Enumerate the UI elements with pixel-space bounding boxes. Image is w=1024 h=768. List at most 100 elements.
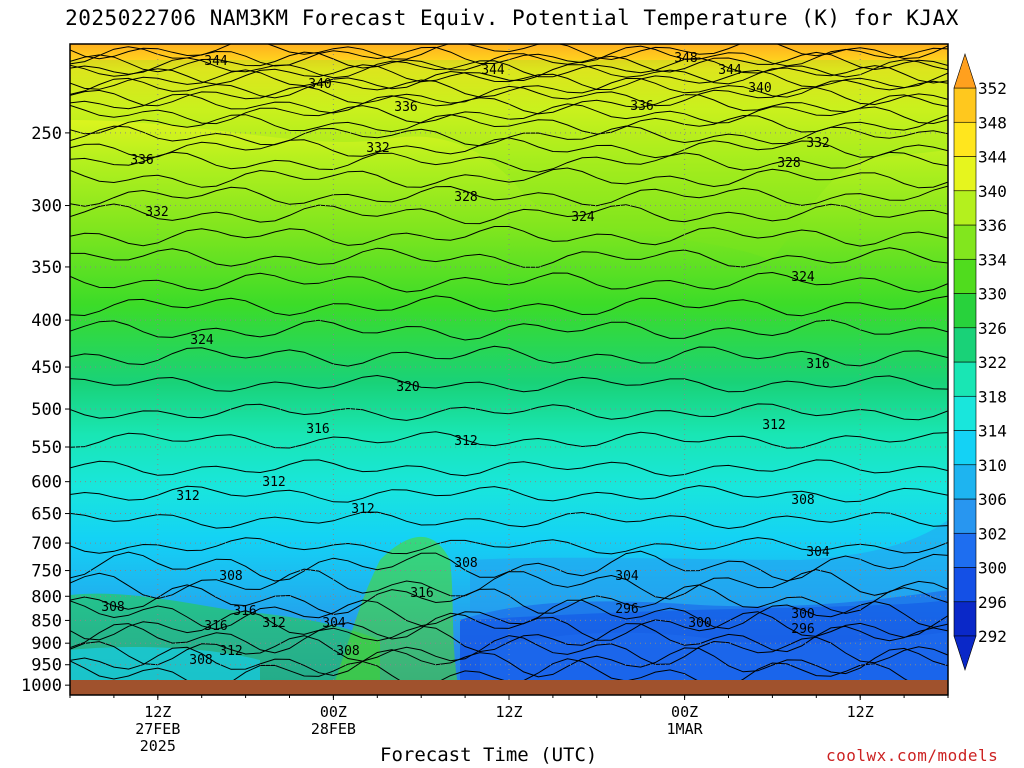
contour-label: 300: [791, 607, 814, 622]
contour-line: [70, 85, 948, 107]
contour-label: 312: [262, 616, 285, 631]
colorbar-label: 296: [978, 593, 1007, 612]
y-tick-label: 650: [31, 505, 62, 525]
colorbar-swatch: [953, 567, 977, 603]
contour-label: 344: [718, 63, 742, 78]
colorbar-label: 310: [978, 456, 1007, 475]
contour-line: [70, 77, 948, 99]
x-tick-label: 28FEB: [311, 720, 356, 738]
contour-label: 308: [336, 644, 359, 659]
contour-label: 312: [762, 418, 785, 433]
contour-line: [70, 203, 948, 225]
contour-line: [70, 584, 948, 616]
plot-area: 344 340 336 336 332 332 328 324 324 344 348 344 340 3…: [70, 44, 948, 695]
contour-label: 316: [806, 357, 829, 372]
y-tick-label: 600: [31, 473, 62, 493]
colorbar-label: 344: [978, 148, 1007, 167]
colorbar-label: 314: [978, 422, 1007, 441]
contour-line: [70, 635, 948, 666]
grid-lines: [70, 44, 948, 695]
colorbar-swatch: [953, 601, 977, 637]
contour-line: [70, 167, 948, 189]
contour-label: 328: [777, 156, 800, 171]
contour-label: 312: [176, 489, 199, 504]
colorbar-swatch: [953, 498, 977, 534]
contour-line: [70, 51, 948, 73]
contour-line: [70, 125, 948, 147]
contour-label: 312: [262, 475, 285, 490]
contour-line: [70, 345, 948, 367]
contour-label: 296: [791, 622, 814, 637]
contour-line: [70, 44, 948, 61]
colorbar-label: 352: [978, 79, 1007, 98]
colorbar-label: 326: [978, 319, 1007, 338]
contour-label: 332: [366, 141, 389, 156]
contour-line: [70, 247, 948, 268]
y-tick-label: 900: [31, 634, 62, 654]
credit-text: coolwx.com/models: [826, 746, 999, 765]
colorbar-swatch: [953, 156, 977, 192]
colorbar-swatch: [953, 327, 977, 363]
y-tick-label: 500: [31, 400, 62, 420]
y-tick-label: 1000: [21, 676, 62, 696]
contour-line: [70, 114, 948, 135]
contour-line: [70, 610, 948, 641]
contour-label: 304: [615, 569, 639, 584]
x-tick-label: 27FEB: [135, 720, 180, 738]
x-tick-label: 00Z: [671, 703, 698, 721]
colorbar-label: 302: [978, 524, 1007, 543]
contour-label: 308: [101, 600, 124, 615]
contour-line: [70, 511, 948, 530]
colorbar-label: 330: [978, 285, 1007, 304]
contour-line: [70, 57, 948, 79]
contour-label: 340: [748, 81, 771, 96]
x-axis-title: Forecast Time (UTC): [380, 744, 598, 766]
colorbar-label: 322: [978, 353, 1007, 372]
contour-label: 308: [189, 653, 212, 668]
y-tick-label: 550: [31, 438, 62, 458]
contour-lines: [70, 44, 948, 690]
x-tick-label: 2025: [140, 737, 176, 755]
y-tick-label: 250: [31, 124, 62, 144]
x-tick-label: 12Z: [144, 703, 171, 721]
colorbar-swatch: [953, 395, 977, 431]
contour-label: 336: [130, 153, 153, 168]
y-tick-label: 800: [31, 587, 62, 607]
contour-label: 332: [145, 205, 168, 220]
colorbar-label: 300: [978, 559, 1007, 578]
contour-line: [70, 599, 948, 630]
contour-line: [70, 185, 948, 207]
contour-line: [70, 459, 948, 477]
y-tick-label: 700: [31, 534, 62, 554]
y-tick-label: 350: [31, 258, 62, 278]
x-tick-label: 12Z: [495, 703, 522, 721]
colorbar-label: 340: [978, 182, 1007, 201]
contour-line: [70, 403, 948, 421]
colorbar-label: 336: [978, 216, 1007, 235]
x-tick-label: 12Z: [847, 703, 874, 721]
colorbar-swatch: [953, 293, 977, 329]
contour-label: 324: [791, 270, 815, 285]
contour-labels: 344 340 336 336 332 332 328 324 324 344 348 344 340 3…: [101, 51, 830, 668]
contour-line: [70, 537, 948, 555]
contour-label: 332: [806, 136, 829, 151]
y-tick-label: 750: [31, 562, 62, 582]
contour-line: [70, 623, 948, 654]
contour-label: 304: [806, 545, 830, 560]
contour-label: 344: [481, 63, 505, 78]
contour-label: 308: [219, 569, 242, 584]
colorbar-swatch: [953, 361, 977, 397]
contour-line: [70, 431, 948, 449]
contour-label: 344: [204, 54, 228, 69]
colorbar-label: 318: [978, 387, 1007, 406]
y-tick-label: 850: [31, 611, 62, 631]
contour-label: 312: [454, 434, 477, 449]
x-tick-label: 1MAR: [667, 720, 704, 738]
colorbar: 292 296 300 302 306 310 314 318 322 326 330 334 336 3…: [953, 53, 1007, 671]
contour-label: 324: [190, 333, 214, 348]
contour-label: 304: [322, 616, 346, 631]
contour-label: 316: [204, 619, 227, 634]
colorbar-extend-top: [953, 53, 977, 89]
